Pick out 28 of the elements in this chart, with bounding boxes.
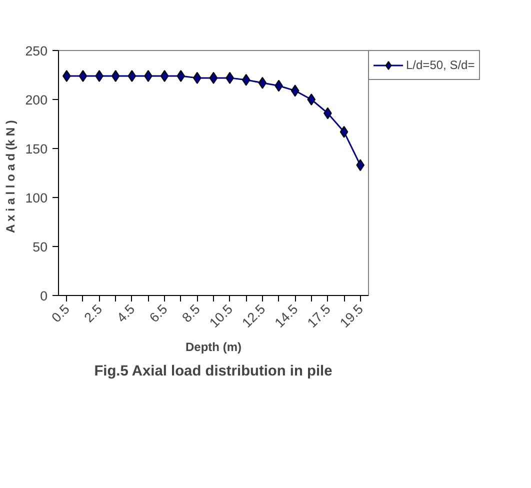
text: Fig.5 Axial load distribution in pile bbox=[94, 364, 332, 380]
point bbox=[242, 74, 250, 86]
x-tick-label: 8.5 bbox=[179, 302, 203, 326]
y-tick-label: 150 bbox=[25, 142, 48, 156]
legend-label: L/d=50, S/d= bbox=[406, 58, 475, 72]
point bbox=[78, 70, 88, 82]
point bbox=[209, 72, 218, 84]
y-tick-label: 100 bbox=[25, 190, 48, 206]
y-tick-label: 250 bbox=[25, 44, 48, 58]
y-tick-label: 200 bbox=[25, 92, 48, 108]
x-tick-label: 6.5 bbox=[146, 302, 170, 326]
point bbox=[307, 94, 316, 106]
point bbox=[111, 70, 120, 82]
y-tick-label: 0 bbox=[40, 288, 48, 304]
y-axis-title: A x i a l l o a d (k N ) bbox=[3, 120, 18, 234]
x-tick-label: 4.5 bbox=[114, 302, 138, 326]
point bbox=[128, 70, 136, 82]
x-tick-label: 0.5 bbox=[48, 302, 72, 326]
y-tick-label: 50 bbox=[32, 240, 48, 254]
point bbox=[258, 76, 267, 89]
x-axis-title: Depth (m) bbox=[186, 340, 242, 354]
point bbox=[356, 159, 365, 172]
point bbox=[290, 84, 300, 97]
point bbox=[62, 70, 71, 82]
x-tick-label: 2.5 bbox=[81, 302, 105, 326]
point bbox=[176, 70, 186, 82]
point bbox=[340, 126, 348, 138]
point bbox=[160, 70, 169, 82]
